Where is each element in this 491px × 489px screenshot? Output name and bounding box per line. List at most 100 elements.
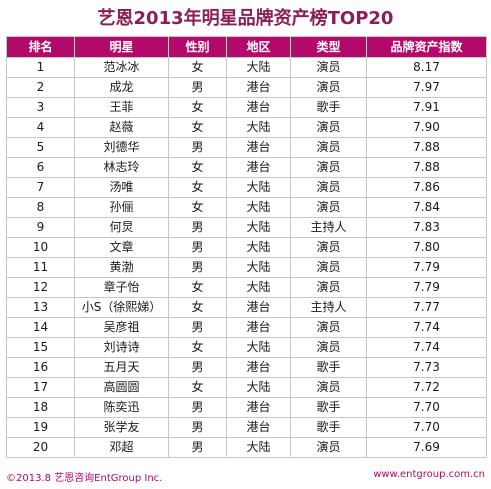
cell-brand-index: 7.83 <box>366 217 487 238</box>
cell-rank: 10 <box>6 237 75 258</box>
cell-region: 大陆 <box>226 177 291 198</box>
cell-gender: 女 <box>168 97 227 118</box>
cell-star: 章子怡 <box>74 277 169 298</box>
cell-region: 大陆 <box>226 237 291 258</box>
table-row: 9 何炅男大陆 主持人 7.83 <box>6 217 487 238</box>
cell-star: 刘诗诗 <box>74 337 169 358</box>
header-gender: 性别 <box>168 36 227 58</box>
table-row: 5 刘德华男港台 演员 7.88 <box>6 137 487 158</box>
cell-rank: 16 <box>6 357 75 378</box>
cell-type: 歌手 <box>290 357 367 378</box>
cell-brand-index: 7.88 <box>366 137 487 158</box>
table-row: 6 林志玲女港台 演员 7.88 <box>6 157 487 178</box>
cell-gender: 男 <box>168 417 227 438</box>
cell-star: 汤唯 <box>74 177 169 198</box>
cell-brand-index: 7.69 <box>366 437 487 458</box>
cell-gender: 女 <box>168 297 227 318</box>
cell-type: 演员 <box>290 77 367 98</box>
cell-region: 大陆 <box>226 277 291 298</box>
table-row: 16 五月天男港台 歌手 7.73 <box>6 357 487 378</box>
cell-gender: 女 <box>168 117 227 138</box>
table-row: 4 赵薇女大陆 演员 7.90 <box>6 117 487 138</box>
cell-rank: 12 <box>6 277 75 298</box>
cell-region: 港台 <box>226 357 291 378</box>
header-brand-index: 品牌资产指数 <box>366 36 487 58</box>
cell-gender: 男 <box>168 257 227 278</box>
cell-region: 港台 <box>226 317 291 338</box>
table-row: 2 成龙男港台 演员 7.97 <box>6 77 487 98</box>
cell-star: 邓超 <box>74 437 169 458</box>
cell-brand-index: 7.70 <box>366 417 487 438</box>
cell-region: 港台 <box>226 77 291 98</box>
cell-region: 港台 <box>226 157 291 178</box>
cell-brand-index: 7.72 <box>366 377 487 398</box>
table-row: 10 文章男大陆 演员 7.80 <box>6 237 487 258</box>
cell-type: 演员 <box>290 317 367 338</box>
cell-type: 演员 <box>290 437 367 458</box>
table-row: 18 陈奕迅男港台 歌手 7.70 <box>6 397 487 418</box>
table-row: 7 汤唯女大陆 演员 7.86 <box>6 177 487 198</box>
cell-gender: 男 <box>168 357 227 378</box>
cell-type: 演员 <box>290 157 367 178</box>
cell-type: 演员 <box>290 257 367 278</box>
cell-region: 大陆 <box>226 217 291 238</box>
table-row: 13 小S（徐熙娣）女港台 主持人 7.77 <box>6 297 487 318</box>
cell-region: 港台 <box>226 297 291 318</box>
cell-brand-index: 7.74 <box>366 337 487 358</box>
cell-rank: 13 <box>6 297 75 318</box>
table-header-row: 排名 明星 性别 地区 类型 品牌资产指数 <box>6 36 487 58</box>
cell-type: 演员 <box>290 377 367 398</box>
ranking-table: 排名 明星 性别 地区 类型 品牌资产指数 1 范冰冰女大陆 演员 8.17 2 成龙男港… <box>6 36 487 458</box>
cell-brand-index: 7.80 <box>366 237 487 258</box>
table-row: 14 吴彦祖男港台 演员 7.74 <box>6 317 487 338</box>
cell-region: 大陆 <box>226 57 291 78</box>
cell-star: 小S（徐熙娣） <box>74 297 169 318</box>
cell-type: 演员 <box>290 117 367 138</box>
cell-brand-index: 7.73 <box>366 357 487 378</box>
cell-rank: 9 <box>6 217 75 238</box>
cell-type: 歌手 <box>290 397 367 418</box>
cell-rank: 11 <box>6 257 75 278</box>
cell-rank: 7 <box>6 177 75 198</box>
cell-star: 成龙 <box>74 77 169 98</box>
cell-brand-index: 7.79 <box>366 257 487 278</box>
cell-rank: 15 <box>6 337 75 358</box>
cell-region: 港台 <box>226 137 291 158</box>
table-row: 8 孙俪女大陆 演员 7.84 <box>6 197 487 218</box>
cell-star: 范冰冰 <box>74 57 169 78</box>
cell-star: 王菲 <box>74 97 169 118</box>
cell-type: 演员 <box>290 197 367 218</box>
cell-star: 文章 <box>74 237 169 258</box>
table-row: 19 张学友男港台 歌手 7.70 <box>6 417 487 438</box>
cell-rank: 8 <box>6 197 75 218</box>
cell-brand-index: 7.88 <box>366 157 487 178</box>
cell-rank: 2 <box>6 77 75 98</box>
table-row: 12 章子怡女大陆 演员 7.79 <box>6 277 487 298</box>
cell-gender: 女 <box>168 57 227 78</box>
cell-star: 孙俪 <box>74 197 169 218</box>
cell-gender: 男 <box>168 237 227 258</box>
cell-brand-index: 7.77 <box>366 297 487 318</box>
table-row: 3 王菲女港台 歌手 7.91 <box>6 97 487 118</box>
cell-gender: 男 <box>168 137 227 158</box>
cell-rank: 4 <box>6 117 75 138</box>
cell-type: 演员 <box>290 57 367 78</box>
cell-region: 大陆 <box>226 437 291 458</box>
cell-gender: 男 <box>168 217 227 238</box>
cell-gender: 男 <box>168 77 227 98</box>
table-row: 11 黄渤男大陆 演员 7.79 <box>6 257 487 278</box>
cell-region: 港台 <box>226 397 291 418</box>
cell-gender: 女 <box>168 337 227 358</box>
cell-type: 歌手 <box>290 417 367 438</box>
page-title: 艺恩2013年明星品牌资产榜TOP20 <box>97 8 394 29</box>
cell-star: 刘德华 <box>74 137 169 158</box>
header-rank: 排名 <box>6 36 75 58</box>
cell-type: 演员 <box>290 277 367 298</box>
cell-star: 黄渤 <box>74 257 169 278</box>
cell-gender: 女 <box>168 197 227 218</box>
cell-rank: 1 <box>6 57 75 78</box>
footer-url: www.entgroup.com.cn <box>373 469 485 480</box>
cell-rank: 14 <box>6 317 75 338</box>
cell-gender: 女 <box>168 177 227 198</box>
table-row: 1 范冰冰女大陆 演员 8.17 <box>6 57 487 78</box>
